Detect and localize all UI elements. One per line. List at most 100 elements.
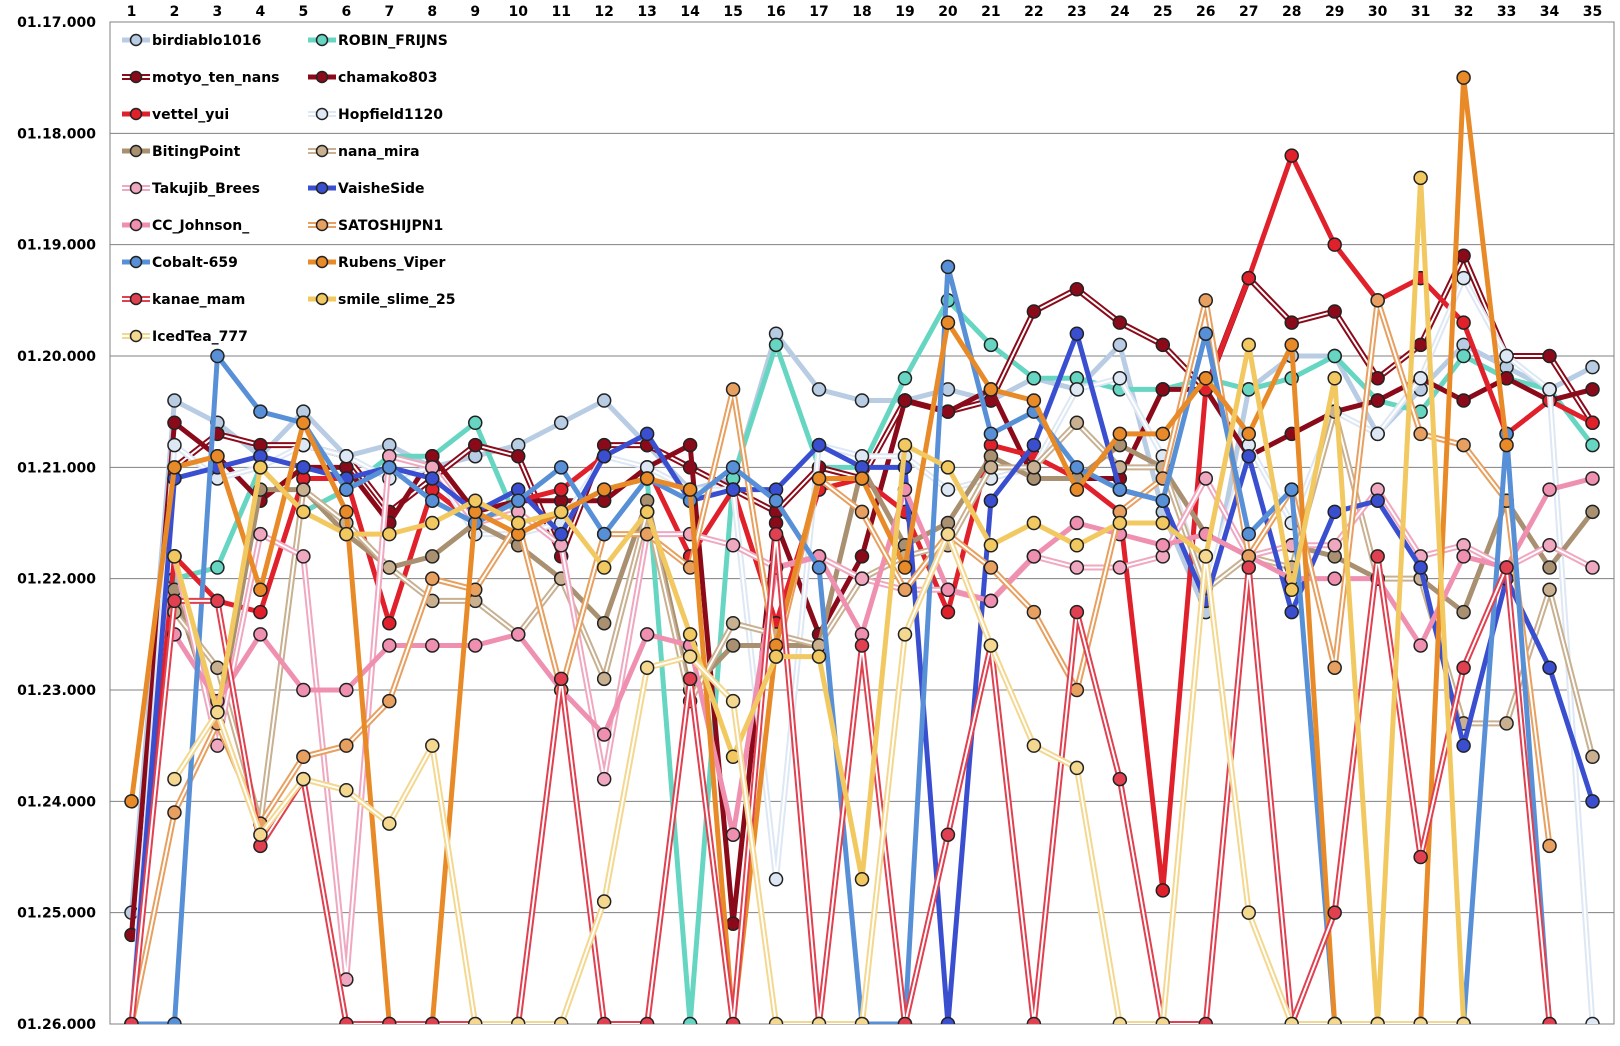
data-point: [1542, 838, 1557, 854]
legend-label: Rubens_Viper: [338, 255, 445, 271]
data-point: [940, 827, 956, 842]
data-point: [253, 627, 268, 642]
data-point: [983, 460, 999, 475]
legend-marker: [315, 255, 329, 269]
legend-item-motyo_ten_nans: motyo_ten_nans: [122, 70, 280, 86]
data-point: [854, 872, 870, 887]
data-point: [553, 460, 569, 475]
data-point: [167, 805, 182, 820]
legend-item-BitingPoint: BitingPoint: [122, 144, 241, 160]
data-point: [210, 593, 225, 609]
data-point: [1241, 270, 1256, 286]
data-point: [1155, 538, 1171, 553]
data-point: [897, 1016, 913, 1024]
legend-label: BitingPoint: [152, 144, 241, 160]
data-point: [1456, 315, 1471, 330]
data-point: [510, 493, 526, 508]
data-point: [811, 471, 827, 486]
data-point: [1026, 549, 1042, 564]
legend-marker: [315, 70, 329, 84]
data-point: [1585, 382, 1600, 397]
data-point: [1069, 682, 1085, 698]
legend-item-Takujib_Brees: Takujib_Brees: [122, 181, 260, 197]
x-tick-label: 27: [1239, 4, 1258, 20]
data-point: [167, 415, 182, 431]
legend-label: birdiablo1016: [152, 33, 261, 49]
data-point: [1327, 571, 1342, 586]
data-point: [1499, 348, 1514, 364]
data-point: [553, 504, 569, 520]
data-point: [1413, 849, 1428, 865]
data-point: [510, 515, 526, 531]
data-point: [897, 560, 913, 575]
legend-item-ROBIN_FRIJNS: ROBIN_FRIJNS: [308, 33, 448, 49]
legend-label: CC_Johnson_: [152, 218, 249, 234]
x-tick-label: 1: [127, 4, 137, 20]
data-point: [124, 794, 139, 809]
legend-item-nana_mira: nana_mira: [308, 144, 420, 160]
data-point: [940, 1016, 956, 1024]
legend-item-VaisheSide: VaisheSide: [308, 181, 425, 197]
x-tick-label: 9: [470, 4, 480, 20]
data-point: [553, 482, 569, 497]
data-point: [1456, 604, 1471, 620]
data-point: [1069, 326, 1085, 341]
y-tick-label: 01.22.000: [17, 572, 96, 588]
data-point: [1112, 371, 1128, 386]
x-tick-label: 19: [895, 4, 914, 20]
data-point: [1284, 482, 1299, 497]
data-point: [1241, 905, 1256, 920]
data-point: [1585, 471, 1600, 486]
data-point: [1370, 426, 1385, 442]
legend-marker: [315, 144, 329, 158]
data-point: [811, 382, 827, 397]
x-tick-label: 15: [723, 4, 742, 20]
legend-marker: [129, 33, 143, 47]
data-point: [940, 404, 956, 419]
data-point: [167, 460, 182, 475]
legend-marker: [129, 292, 143, 306]
data-point: [1413, 371, 1428, 386]
data-point: [1241, 526, 1256, 542]
data-point: [639, 660, 655, 675]
data-point: [1069, 515, 1085, 531]
data-point: [940, 582, 956, 598]
series-line: [172, 442, 1595, 726]
x-tick-label: 23: [1067, 4, 1086, 20]
data-point: [468, 493, 483, 508]
data-point: [553, 415, 569, 431]
data-point: [682, 1016, 698, 1024]
data-point: [596, 1016, 612, 1024]
data-point: [596, 560, 612, 575]
series-line-inner: [130, 299, 1551, 1024]
legend-marker: [129, 181, 143, 195]
y-tick-label: 01.17.000: [17, 15, 96, 31]
data-point: [811, 649, 827, 664]
data-point: [1112, 560, 1128, 575]
data-point: [1284, 1016, 1299, 1024]
data-point: [768, 493, 784, 508]
x-tick-label: 18: [852, 4, 871, 20]
data-point: [1284, 582, 1299, 598]
data-point: [1069, 382, 1085, 397]
legend-label: kanae_mam: [152, 292, 245, 308]
y-tick-label: 01.23.000: [17, 683, 96, 699]
data-point: [1456, 348, 1471, 364]
data-point: [167, 771, 182, 787]
data-point: [1542, 560, 1557, 575]
data-point: [167, 549, 182, 564]
data-point: [897, 371, 913, 386]
data-point: [210, 560, 225, 575]
x-tick-label: 7: [384, 4, 394, 20]
data-point: [1112, 337, 1128, 353]
data-point: [596, 526, 612, 542]
data-point: [253, 460, 268, 475]
data-point: [1542, 382, 1557, 397]
x-tick-label: 24: [1110, 4, 1130, 20]
data-point: [1585, 415, 1600, 431]
data-point: [1026, 460, 1042, 475]
data-point: [639, 627, 655, 642]
data-point: [596, 615, 612, 631]
legend-item-Cobalt-659: Cobalt-659: [122, 255, 238, 271]
data-point: [339, 782, 354, 798]
